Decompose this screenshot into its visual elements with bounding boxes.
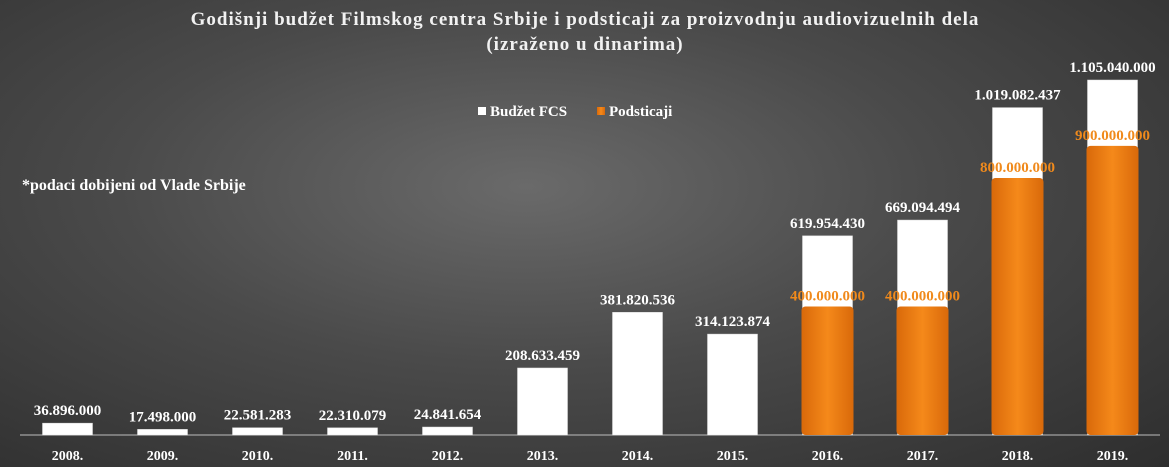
bar-budzet-fcs: [707, 333, 758, 436]
data-label-podsticaji: 400.000.000: [885, 288, 960, 304]
bar-budzet-fcs: [517, 367, 568, 436]
data-labels: 36.896.000 17.498.000 22.581.283 22.310.079…: [34, 60, 1156, 425]
bar-budzet-fcs: [42, 422, 93, 436]
x-tick-label: 2011.: [337, 449, 368, 464]
x-tick-label: 2013.: [527, 449, 559, 464]
x-tick-label: 2008.: [52, 449, 84, 464]
x-tick-labels: 2008. 2009. 2010. 2011. 2012. 2013. 2014. 2015.…: [52, 449, 1129, 464]
chart-note: *podaci dobijeni od Vlade Srbije: [22, 177, 246, 194]
data-label-podsticaji: 800.000.000: [980, 160, 1055, 176]
bar-budzet-fcs: [327, 427, 378, 436]
data-label-budzet-fcs: 1.019.082.437: [974, 88, 1061, 104]
data-label-budzet-fcs: 1.105.040.000: [1069, 60, 1155, 76]
legend-swatch: [597, 107, 605, 115]
data-label-budzet-fcs: 22.310.079: [319, 408, 387, 424]
bar-podsticaji: [896, 306, 949, 435]
legend-swatch: [478, 107, 486, 115]
x-tick-label: 2014.: [622, 449, 654, 464]
legend-label: Budžet FCS: [490, 104, 567, 120]
legend-label: Podsticaji: [609, 104, 672, 120]
bar-budzet-fcs: [422, 426, 473, 436]
data-label-budzet-fcs: 22.581.283: [224, 408, 292, 424]
bar-budzet-fcs: [612, 312, 663, 436]
data-label-budzet-fcs: 314.123.874: [695, 314, 771, 330]
bars: [42, 79, 1139, 436]
chart-subtitle: (izraženo u dinarima): [486, 34, 683, 55]
bar-podsticaji: [801, 306, 854, 435]
data-label-podsticaji: 900.000.000: [1075, 128, 1150, 144]
x-tick-label: 2018.: [1002, 449, 1034, 464]
data-label-budzet-fcs: 208.633.459: [505, 348, 580, 364]
x-tick-label: 2009.: [147, 449, 179, 464]
data-label-budzet-fcs: 17.498.000: [129, 409, 197, 425]
data-label-budzet-fcs: 619.954.430: [790, 216, 865, 232]
x-tick-label: 2016.: [812, 449, 844, 464]
bar-podsticaji: [1086, 145, 1139, 436]
data-label-budzet-fcs: 24.841.654: [414, 407, 482, 423]
x-tick-label: 2019.: [1097, 449, 1129, 464]
x-tick-label: 2015.: [717, 449, 749, 464]
data-label-budzet-fcs: 381.820.536: [600, 292, 676, 308]
bar-podsticaji: [991, 177, 1044, 435]
data-label-budzet-fcs: 669.094.494: [885, 200, 961, 216]
bar-budzet-fcs: [137, 429, 188, 436]
bar-budzet-fcs: [232, 427, 283, 436]
chart-title: Godišnji budžet Filmskog centra Srbije i…: [191, 9, 980, 30]
data-label-budzet-fcs: 36.896.000: [34, 403, 102, 419]
legend: Budžet FCS Podsticaji: [478, 104, 672, 120]
x-tick-label: 2010.: [242, 449, 274, 464]
x-tick-label: 2017.: [907, 449, 939, 464]
x-tick-label: 2012.: [432, 449, 464, 464]
data-label-podsticaji: 400.000.000: [790, 288, 865, 304]
